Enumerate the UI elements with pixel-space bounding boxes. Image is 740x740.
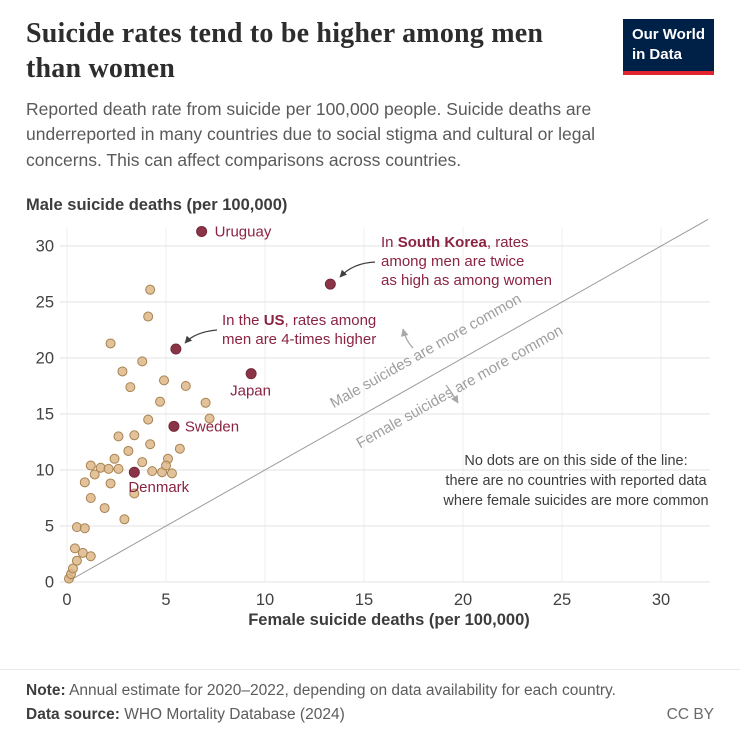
y-tick-label: 10 [36,462,54,480]
x-tick-label: 20 [454,591,472,609]
highlight-point-us[interactable] [170,343,182,355]
owid-logo-line2: in Data [631,45,682,63]
data-point[interactable] [166,468,177,479]
x-axis-title: Female suicide deaths (per 100,000) [248,611,530,630]
data-point[interactable] [89,469,100,480]
data-point[interactable] [69,543,80,554]
x-tick-label: 25 [553,591,571,609]
data-point[interactable] [113,464,124,475]
x-tick-label: 10 [256,591,274,609]
country-label-uruguay: Uruguay [215,224,272,241]
owid-logo-line1: Our World [631,26,705,43]
data-point[interactable] [85,493,96,504]
data-point[interactable] [155,396,166,407]
x-tick-label: 15 [355,591,373,609]
note-text: Annual estimate for 2020–2022, depending… [69,681,616,699]
source-text: WHO Mortality Database (2024) [124,705,345,723]
highlight-point-south-korea[interactable] [324,278,336,290]
data-point[interactable] [145,439,156,450]
country-label-sweden: Sweden [185,419,239,436]
side-arrow-icon [445,384,459,404]
y-tick-label: 30 [36,238,54,256]
annotation-arrow-icon [339,261,376,278]
data-point[interactable] [113,431,124,442]
highlight-point-uruguay[interactable] [196,226,208,238]
data-point[interactable] [119,514,130,525]
data-point[interactable] [159,375,170,386]
data-point[interactable] [71,555,82,566]
data-point[interactable] [79,477,90,488]
highlight-point-sweden[interactable] [168,421,180,433]
x-tick-label: 5 [161,591,170,609]
y-tick-label: 0 [45,574,54,592]
identity-line [66,219,709,583]
empty-side-note: there are no countries with reported dat… [445,473,707,489]
highlight-point-denmark[interactable] [128,466,140,478]
data-point[interactable] [180,381,191,392]
y-tick-label: 15 [36,406,54,424]
data-point[interactable] [143,414,154,425]
x-tick-label: 30 [652,591,670,609]
data-point[interactable] [85,460,96,471]
y-tick-label: 5 [45,518,54,536]
data-point[interactable] [174,443,185,454]
note-label: Note: [26,681,66,699]
data-point[interactable] [67,563,78,574]
data-point[interactable] [129,488,140,499]
source-line: Data source: WHO Mortality Database (202… [26,703,714,727]
chart-subtitle: Reported death rate from suicide per 100… [26,98,596,171]
data-point[interactable] [200,398,211,409]
y-tick-label: 20 [36,350,54,368]
side-arrow-icon [400,328,414,349]
owid-logo[interactable]: Our World in Data [622,19,714,75]
x-tick-label: 0 [62,591,71,609]
data-point[interactable] [123,446,134,457]
data-point[interactable] [143,311,154,322]
y-axis-title: Male suicide deaths (per 100,000) [26,196,288,215]
data-point[interactable] [137,356,148,367]
data-point[interactable] [161,460,171,471]
country-label-japan: Japan [230,383,271,400]
side-label-male: Male suicides are more common [327,291,524,413]
scatter-plot: 0 5 10 15 20 25 30 0 5 10 15 20 25 30 Male suicides ar… [36,219,710,609]
source-wrap: Data source: WHO Mortality Database (202… [26,703,345,727]
data-point[interactable] [99,503,110,514]
empty-side-note: where female suicides are more common [442,493,708,509]
source-label: Data source: [26,705,120,723]
data-point[interactable] [79,523,90,534]
chart-title: Suicide rates tend to be higher among me… [26,18,544,85]
country-label-denmark: Denmark [128,479,189,496]
license-badge[interactable]: CC BY [666,705,714,723]
annotation-us: In the US, rates among men are 4-times hi… [222,312,376,348]
empty-side-note: No dots are on this side of the line: [464,453,687,469]
data-point[interactable] [109,454,120,465]
annotation-south-korea: In South Korea, rates among men are twice… [381,234,552,289]
data-point[interactable] [105,338,116,349]
data-point[interactable] [117,366,128,377]
annotation-arrow-icon [184,329,218,344]
data-point[interactable] [125,382,136,393]
note-line: Note: Annual estimate for 2020–2022, dep… [26,679,714,703]
highlight-point-japan[interactable] [245,368,257,380]
chart-header: Suicide rates tend to be higher among me… [0,16,740,87]
data-point[interactable] [85,551,96,562]
data-point[interactable] [204,413,215,424]
data-point[interactable] [103,464,114,475]
y-tick-label: 25 [36,294,54,312]
data-point[interactable] [105,478,116,489]
data-point[interactable] [129,430,140,441]
data-point[interactable] [147,466,158,477]
data-point[interactable] [137,457,148,468]
chart-footer: Note: Annual estimate for 2020–2022, dep… [0,668,740,740]
data-point[interactable] [145,284,156,295]
